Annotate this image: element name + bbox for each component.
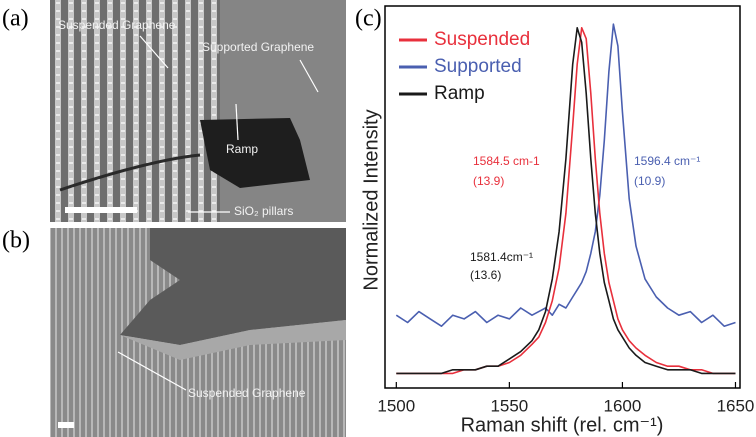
x-tick-label: 1650 [717,396,755,415]
legend-label: Supported [434,56,522,77]
x-tick-label: 1550 [490,396,528,415]
legend-label: Suspended [434,29,530,50]
image-annotation: SiO₂ pillars [234,204,293,218]
peak-annotation: 1596.4 cm⁻¹ [634,154,700,168]
panel-label: (c) [355,6,382,32]
sem-image-a: Suspended Graphene Supported Graphene Ra… [50,0,346,222]
x-tick-label: 1600 [604,396,642,415]
peak-annotation: (13.9) [473,174,504,188]
legend-label: Ramp [434,83,485,104]
x-axis-label: Raman shift (rel. cm⁻¹) [461,414,664,436]
panel-label: (a) [2,6,29,32]
image-annotation: Suspended Graphene [58,18,176,32]
figure: Suspended Graphene Supported Graphene Ra… [0,0,756,437]
peak-annotation: 1581.4cm⁻¹ [470,250,533,264]
image-annotation: Supported Graphene [202,40,314,54]
peak-annotation: 1584.5 cm-1 [473,154,540,168]
panel-label: (b) [2,228,30,254]
image-annotation: Suspended Graphene [188,386,306,400]
peak-annotation: (10.9) [634,174,665,188]
image-annotation: Ramp [226,142,258,156]
y-axis-label: Normalized Intensity [360,109,382,290]
sem-image-b: Suspended Graphene [50,228,346,437]
peak-annotation: (13.6) [470,268,501,282]
x-tick-label: 1500 [377,396,415,415]
